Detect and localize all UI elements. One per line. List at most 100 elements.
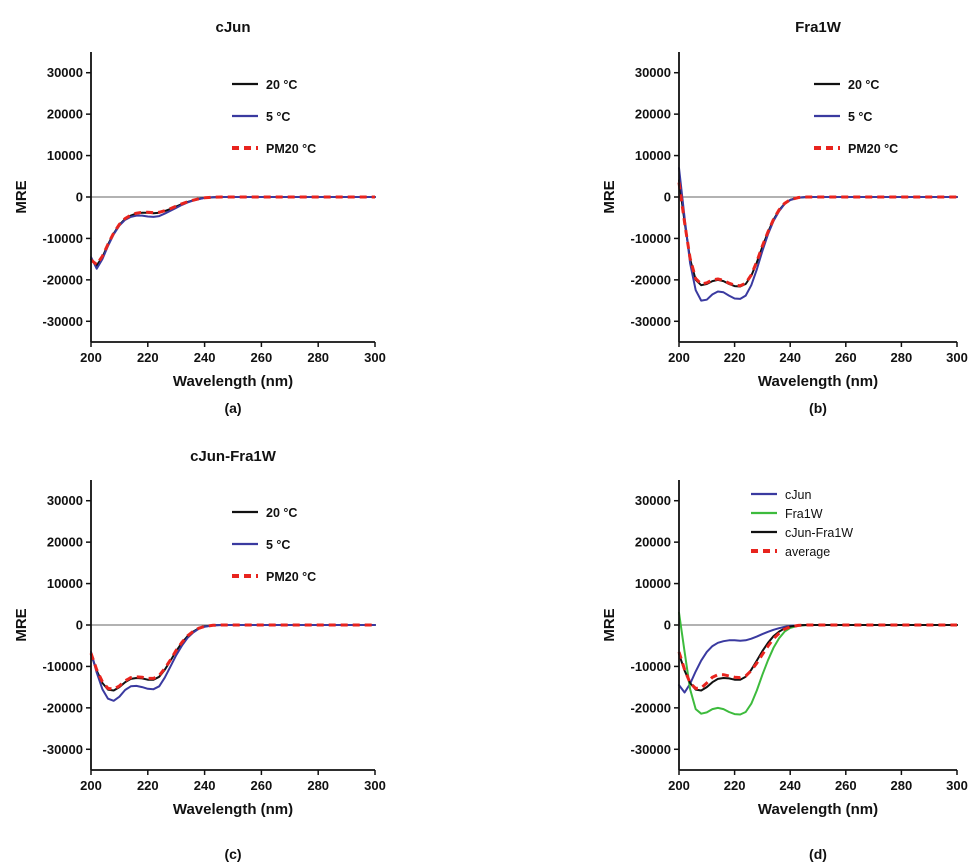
series-line-pm20-c xyxy=(677,182,957,288)
x-tick-label: 200 xyxy=(80,778,102,793)
y-tick-label: -20000 xyxy=(43,272,83,287)
series-line-fra1w xyxy=(678,611,958,716)
legend: 20 °C 5 °C PM20 °C xyxy=(232,506,316,584)
legend: 20 °C 5 °C PM20 °C xyxy=(814,78,898,156)
legend-label: 20 °C xyxy=(266,506,297,520)
legend-label: average xyxy=(785,545,830,559)
y-tick-label: 10000 xyxy=(635,148,671,163)
series-line-cjun xyxy=(678,624,958,694)
x-tick-label: 300 xyxy=(946,778,968,793)
chart-panel-2: Fra1W 30000 20000 10000 0 -10000 -20000 -30000 2… xyxy=(601,19,968,416)
y-tick-label: 0 xyxy=(664,618,671,633)
series-line-cjun-fra1w xyxy=(678,624,958,692)
legend-label: 20 °C xyxy=(848,78,879,92)
x-tick-label: 280 xyxy=(891,778,913,793)
panel-caption: (b) xyxy=(809,400,827,416)
series-line-5-c xyxy=(678,167,958,302)
y-tick-label: -30000 xyxy=(43,742,83,757)
series-line-pm20-c xyxy=(90,195,375,266)
legend-label: Fra1W xyxy=(785,507,823,521)
y-tick-label: 10000 xyxy=(635,576,671,591)
legend: 20 °C 5 °C PM20 °C xyxy=(232,78,316,156)
y-tick-label: 20000 xyxy=(47,535,83,550)
x-axis-label: Wavelength (nm) xyxy=(173,373,293,390)
legend: cJun Fra1W cJun-Fra1W average xyxy=(751,488,853,559)
series-line-pm20-c xyxy=(89,623,375,691)
x-tick-label: 280 xyxy=(891,350,913,365)
y-axis-label: MRE xyxy=(601,180,618,213)
x-tick-label: 200 xyxy=(668,778,690,793)
x-axis-label: Wavelength (nm) xyxy=(758,373,878,390)
y-axis-label: MRE xyxy=(13,608,30,641)
series-line-average xyxy=(677,623,957,690)
y-axis-label: MRE xyxy=(13,180,30,213)
legend-label: 20 °C xyxy=(266,78,297,92)
legend-label: PM20 °C xyxy=(848,142,898,156)
chart-title: Fra1W xyxy=(795,19,842,36)
chart-panel-4: 30000 20000 10000 0 -10000 -20000 -30000 200 220… xyxy=(601,480,968,862)
legend-label: cJun-Fra1W xyxy=(785,526,853,540)
y-tick-label: 30000 xyxy=(635,65,671,80)
y-tick-label: 10000 xyxy=(47,576,83,591)
y-tick-label: 0 xyxy=(76,618,83,633)
y-tick-label: -20000 xyxy=(43,700,83,715)
x-axis-label: Wavelength (nm) xyxy=(173,801,293,818)
y-tick-label: -30000 xyxy=(631,742,671,757)
x-tick-label: 260 xyxy=(251,350,273,365)
panel-caption: (d) xyxy=(809,846,827,862)
y-tick-label: 0 xyxy=(76,190,83,205)
x-tick-label: 260 xyxy=(835,350,857,365)
legend-label: 5 °C xyxy=(266,110,290,124)
legend-label: cJun xyxy=(785,488,811,502)
y-tick-label: 30000 xyxy=(47,65,83,80)
panel-caption: (a) xyxy=(224,400,241,416)
y-tick-label: -30000 xyxy=(631,314,671,329)
legend-label: 5 °C xyxy=(848,110,872,124)
x-tick-label: 240 xyxy=(779,778,801,793)
x-tick-label: 260 xyxy=(835,778,857,793)
y-tick-label: -10000 xyxy=(631,231,671,246)
x-tick-label: 280 xyxy=(307,778,329,793)
x-tick-label: 220 xyxy=(137,778,159,793)
panel-caption: (c) xyxy=(224,846,241,862)
x-tick-label: 300 xyxy=(364,778,386,793)
y-tick-label: 30000 xyxy=(47,493,83,508)
legend-label: PM20 °C xyxy=(266,570,316,584)
y-tick-label: -10000 xyxy=(43,659,83,674)
x-tick-label: 240 xyxy=(779,350,801,365)
y-tick-label: 10000 xyxy=(47,148,83,163)
y-tick-label: 30000 xyxy=(635,493,671,508)
x-tick-label: 240 xyxy=(194,350,216,365)
chart-panel-1: cJun 30000 20000 10000 0 -10000 -20000 -30000 20… xyxy=(13,19,386,416)
y-tick-label: 20000 xyxy=(635,535,671,550)
series-line-5-c xyxy=(90,624,376,702)
y-tick-label: -20000 xyxy=(631,272,671,287)
legend-label: PM20 °C xyxy=(266,142,316,156)
x-tick-label: 300 xyxy=(946,350,968,365)
chart-title: cJun-Fra1W xyxy=(190,448,277,465)
x-tick-label: 200 xyxy=(668,350,690,365)
x-tick-label: 220 xyxy=(137,350,159,365)
chart-panel-3: cJun-Fra1W 30000 20000 10000 0 -10000 -20000 -3… xyxy=(13,448,386,862)
chart-title: cJun xyxy=(215,19,250,36)
series-line-5-c xyxy=(90,196,376,270)
x-tick-label: 220 xyxy=(724,350,746,365)
x-tick-label: 200 xyxy=(80,350,102,365)
x-tick-label: 220 xyxy=(724,778,746,793)
x-tick-label: 280 xyxy=(307,350,329,365)
legend-label: 5 °C xyxy=(266,538,290,552)
y-tick-label: -20000 xyxy=(631,700,671,715)
y-tick-label: -30000 xyxy=(43,314,83,329)
series-line-20-c xyxy=(90,196,376,267)
y-tick-label: 0 xyxy=(664,190,671,205)
y-tick-label: 20000 xyxy=(635,107,671,122)
y-tick-label: -10000 xyxy=(631,659,671,674)
x-tick-label: 240 xyxy=(194,778,216,793)
x-tick-label: 300 xyxy=(364,350,386,365)
x-axis-label: Wavelength (nm) xyxy=(758,801,878,818)
x-tick-label: 260 xyxy=(251,778,273,793)
series-line-20-c xyxy=(90,624,376,692)
y-tick-label: -10000 xyxy=(43,231,83,246)
y-tick-label: 20000 xyxy=(47,107,83,122)
